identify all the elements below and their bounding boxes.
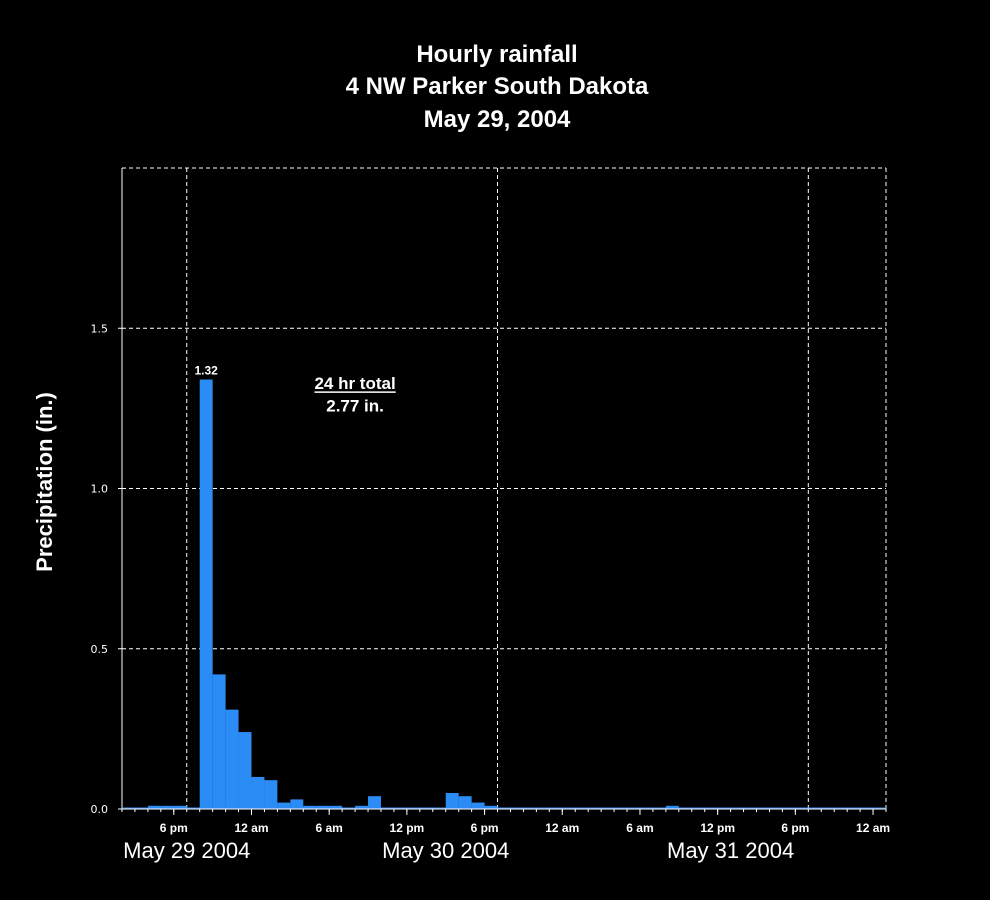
rainfall-bar bbox=[665, 805, 679, 809]
date-label: May 29 2004 bbox=[123, 838, 250, 863]
rainfall-bar bbox=[290, 799, 304, 809]
y-tick-label: 1.5 bbox=[91, 322, 109, 335]
rainfall-bar bbox=[471, 802, 485, 809]
date-label: May 31 2004 bbox=[667, 838, 794, 863]
x-tick-label: 12 pm bbox=[390, 821, 425, 835]
rainfall-bar bbox=[329, 805, 343, 809]
rainfall-bar bbox=[173, 805, 187, 809]
rainfall-bar bbox=[368, 796, 381, 809]
y-tick-label: 1.0 bbox=[91, 483, 109, 496]
axes bbox=[118, 168, 887, 815]
date-label: May 30 2004 bbox=[382, 838, 509, 863]
rainfall-bar bbox=[316, 805, 330, 809]
rainfall-bar bbox=[212, 674, 226, 809]
y-axis-label: Precipitation (in.) bbox=[32, 392, 57, 572]
rainfall-bar bbox=[199, 379, 213, 809]
chart-title-line-3: May 29, 2004 bbox=[424, 106, 571, 133]
rainfall-bar bbox=[147, 805, 161, 809]
rainfall-bar bbox=[160, 805, 174, 809]
rainfall-bar bbox=[251, 776, 265, 809]
rainfall-bar bbox=[484, 805, 498, 809]
x-tick-label: 6 pm bbox=[471, 821, 499, 835]
rainfall-bar bbox=[303, 805, 317, 809]
x-tick-label: 12 am bbox=[856, 821, 890, 835]
x-tick-label: 6 pm bbox=[160, 821, 188, 835]
rainfall-bar bbox=[264, 780, 278, 809]
bars bbox=[147, 379, 679, 809]
rainfall-bar bbox=[238, 732, 252, 809]
x-tick-label: 12 pm bbox=[700, 821, 735, 835]
total-annotation: 2.77 in. bbox=[326, 397, 384, 416]
rainfall-bar bbox=[445, 792, 459, 809]
annotations: 1.32 24 hr total 2.77 in. bbox=[194, 364, 396, 416]
rainfall-bar bbox=[277, 802, 291, 809]
chart-title-line-2: 4 NW Parker South Dakota bbox=[346, 73, 649, 100]
total-annotation: 24 hr total bbox=[314, 374, 395, 393]
x-tick-label: 12 am bbox=[545, 821, 579, 835]
bar-value-label: 1.32 bbox=[194, 364, 218, 378]
grid-lines bbox=[122, 167, 887, 809]
y-tick-label: 0.5 bbox=[91, 643, 109, 656]
rainfall-bar bbox=[458, 796, 472, 809]
rainfall-bar bbox=[225, 709, 239, 809]
y-tick-label: 0.0 bbox=[91, 803, 109, 816]
x-tick-label: 12 am bbox=[234, 821, 268, 835]
rainfall-bar bbox=[355, 805, 369, 809]
x-tick-label: 6 pm bbox=[781, 821, 809, 835]
tick-labels: 0.0 0.5 1.0 1.5 6 pm 12 am 6 am 12 pm 6 pm 12 am 6… bbox=[91, 322, 891, 863]
chart-title-line-1: Hourly rainfall bbox=[416, 41, 577, 68]
x-tick-label: 6 am bbox=[316, 821, 343, 835]
x-tick-label: 6 am bbox=[626, 821, 653, 835]
